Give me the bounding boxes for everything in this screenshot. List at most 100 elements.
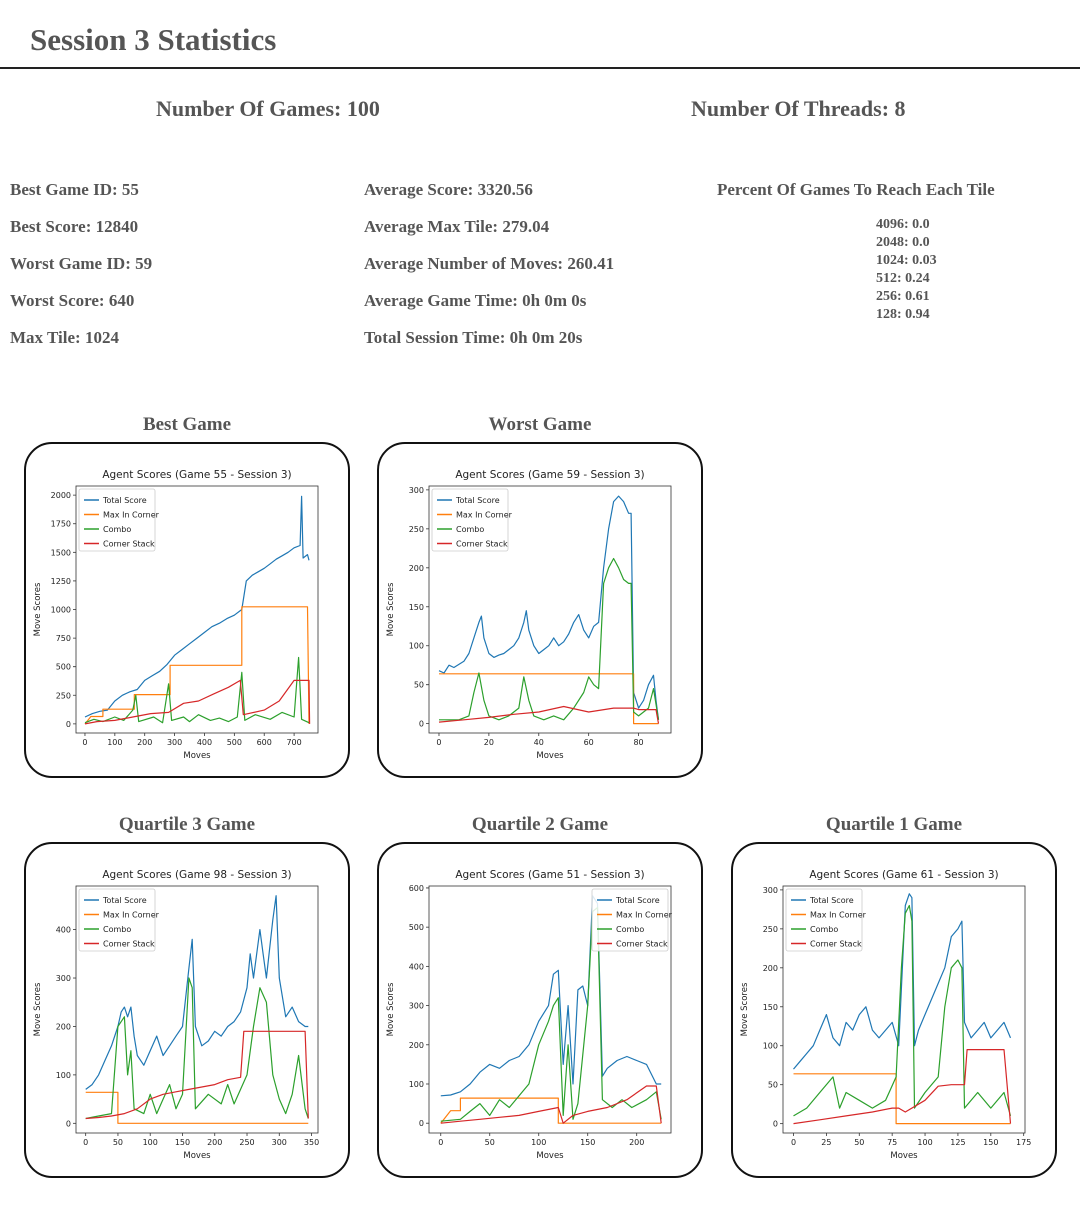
stat-label: Best Game ID: <box>10 180 118 199</box>
x-tick-label: 50 <box>854 1138 864 1147</box>
quartile-3-game-chart: Agent Scores (Game 98 - Session 3) 0 50 100… <box>33 869 319 1161</box>
tile-value: 512 <box>876 271 897 286</box>
x-tick-label: 200 <box>137 738 152 747</box>
x-tick-label: 0 <box>436 738 441 747</box>
x-tick-label: 700 <box>286 738 301 747</box>
plot-frame <box>428 485 672 734</box>
series-line-total-score <box>440 895 662 1097</box>
x-tick-label: 25 <box>821 1138 831 1147</box>
stat-label: Average Number of Moves: <box>364 254 564 273</box>
legend-label-corner-stack: Corner Stack <box>103 540 155 549</box>
stat-max-tile: Max Tile: 1024 <box>10 328 119 348</box>
tile-percent: 0.61 <box>905 289 930 304</box>
series-line-combo <box>85 977 309 1120</box>
stat-value: 0h 0m 0s <box>522 291 587 310</box>
series-line-combo <box>440 906 662 1122</box>
legend-label-total-score: Total Score <box>102 496 147 505</box>
stat-label: Average Score: <box>364 180 474 199</box>
y-tick-label: 2000 <box>51 491 71 500</box>
stat-best-game-id: Best Game ID: 55 <box>10 180 139 200</box>
legend-label-total-score: Total Score <box>809 896 854 905</box>
y-tick-label: 200 <box>56 1022 71 1031</box>
number-of-threads-value: 8 <box>894 96 906 121</box>
y-axis-label: Move Scores <box>33 982 43 1036</box>
y-tick-label: 300 <box>409 1002 424 1011</box>
quartile-1-game-heading: Quartile 1 Game <box>825 814 963 835</box>
quartile-2-game-chart: Agent Scores (Game 51 - Session 3) 0 50 100… <box>386 869 673 1161</box>
y-tick-label: 100 <box>409 1080 424 1089</box>
x-axis-label: Moves <box>183 1151 211 1161</box>
tile-percent: 0.24 <box>905 271 930 286</box>
x-tick-label: 400 <box>197 738 212 747</box>
plot-frame <box>428 885 672 1134</box>
stat-value: 55 <box>121 180 139 199</box>
legend: Total Score Max In Corner Combo Corner Stac… <box>785 888 867 952</box>
stat-value: 3320.56 <box>477 180 533 199</box>
y-tick-label: 50 <box>768 1081 778 1090</box>
x-tick-label: 50 <box>485 1138 495 1147</box>
tile-percent-row: 2048: 0.0 <box>876 235 930 250</box>
best-game-chart-card: Agent Scores (Game 55 - Session 3) 0 100 20… <box>24 442 350 778</box>
y-tick-label: 400 <box>409 962 424 971</box>
legend-label-corner-stack: Corner Stack <box>456 540 508 549</box>
stat-label: Max Tile: <box>10 328 81 347</box>
tile-percent-row: 4096: 0.0 <box>876 217 930 232</box>
series-line-combo <box>84 656 310 724</box>
tile-value: 128 <box>876 307 897 322</box>
series-line-combo <box>439 557 660 721</box>
worst-game-heading: Worst Game <box>488 414 592 435</box>
series-line-max-in-corner <box>84 606 310 725</box>
x-tick-label: 100 <box>143 1138 158 1147</box>
quartile-2-game-chart-card: Agent Scores (Game 51 - Session 3) 0 50 100… <box>377 842 703 1178</box>
y-tick-label: 100 <box>763 1042 778 1051</box>
legend-label-corner-stack: Corner Stack <box>616 940 668 949</box>
number-of-games-value: 100 <box>346 96 380 121</box>
title-divider <box>0 67 1080 69</box>
stat-value: 1024 <box>84 328 119 347</box>
y-tick-label: 0 <box>66 720 71 729</box>
stat-value: 640 <box>108 291 135 310</box>
x-tick-label: 80 <box>633 738 643 747</box>
best-game-heading: Best Game <box>142 414 232 435</box>
stat-label: Average Game Time: <box>364 291 518 310</box>
y-tick-label: 500 <box>56 663 71 672</box>
stat-label: Worst Game ID: <box>10 254 131 273</box>
x-tick-label: 0 <box>791 1138 796 1147</box>
y-tick-label: 300 <box>56 974 71 983</box>
x-tick-label: 350 <box>304 1138 319 1147</box>
tile-percent-row: 256: 0.61 <box>876 289 930 304</box>
x-tick-label: 100 <box>531 1138 546 1147</box>
series-lines <box>440 895 662 1124</box>
legend-label-total-score: Total Score <box>102 896 147 905</box>
legend-box <box>78 488 156 552</box>
y-tick-label: 250 <box>56 691 71 700</box>
legend-label-combo: Combo <box>616 925 644 934</box>
y-tick-label: 250 <box>763 925 778 934</box>
number-of-games-label: Number Of Games: <box>156 96 342 121</box>
series-line-total-score <box>793 893 1012 1070</box>
stat-worst-score: Worst Score: 640 <box>10 291 134 311</box>
stat-value: 260.41 <box>567 254 615 273</box>
stat-label: Worst Score: <box>10 291 105 310</box>
chart-title: Agent Scores (Game 98 - Session 3) <box>102 869 291 881</box>
stat-average-game-time: Average Game Time: 0h 0m 0s <box>364 291 586 311</box>
stat-label: Total Session Time: <box>364 328 506 347</box>
tile-value: 4096 <box>876 217 904 232</box>
x-axis-label: Moves <box>183 751 211 761</box>
stat-average-max-tile: Average Max Tile: 279.04 <box>364 217 549 237</box>
worst-game-chart: Agent Scores (Game 59 - Session 3) 0 20 40 6… <box>386 469 672 761</box>
series-line-total-score <box>438 495 660 720</box>
legend-label-combo: Combo <box>810 925 838 934</box>
stat-value: 59 <box>135 254 153 273</box>
y-tick-label: 300 <box>409 486 424 495</box>
y-tick-label: 1750 <box>51 520 71 529</box>
x-tick-label: 500 <box>227 738 242 747</box>
tile-value: 2048 <box>876 235 904 250</box>
y-tick-label: 150 <box>763 1003 778 1012</box>
number-of-threads-label: Number Of Threads: <box>691 96 890 121</box>
series-line-corner-stack <box>440 1085 662 1124</box>
chart-title: Agent Scores (Game 51 - Session 3) <box>455 869 644 881</box>
quartile-3-game-heading: Quartile 3 Game <box>118 814 256 835</box>
y-tick-label: 500 <box>409 923 424 932</box>
plot-frame <box>782 885 1026 1134</box>
